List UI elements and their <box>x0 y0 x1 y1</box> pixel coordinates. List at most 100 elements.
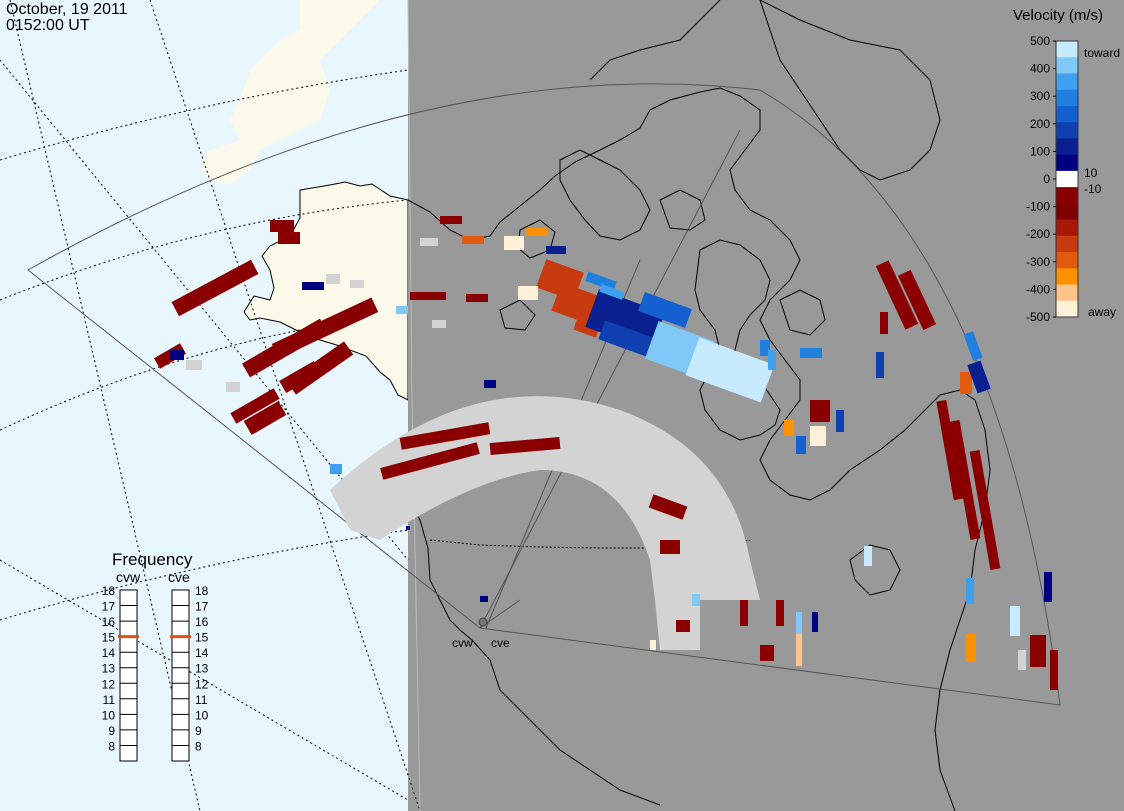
frequency-title: Frequency <box>112 550 193 569</box>
scatter-cell <box>796 436 806 454</box>
velocity-color-bar <box>1055 40 1079 318</box>
velocity-color-step <box>1056 154 1078 172</box>
frequency-ladder-box <box>119 589 138 762</box>
scatter-cell <box>740 600 748 626</box>
frequency-scale-label: 13 <box>195 662 209 676</box>
scatter-cell <box>279 360 321 394</box>
scatter-cell <box>638 292 692 328</box>
frequency-scale-label: 18 <box>102 584 116 598</box>
scatter-cell <box>966 578 974 604</box>
scatter-cell <box>966 634 976 662</box>
velocity-color-step <box>1056 252 1078 269</box>
time-label: 0152:00 UT <box>6 17 90 34</box>
scatter-cell <box>432 320 446 328</box>
velocity-legend: Velocity (m/s) 500 400 300 200 100 0 -100 -200 -… <box>1013 7 1120 324</box>
frequency-scale-label: 8 <box>108 740 115 754</box>
field-of-view-outline <box>27 83 1061 706</box>
lat-lon-grid <box>0 0 421 811</box>
velocity-tick-label: 0 <box>1043 172 1050 186</box>
scatter-cell <box>330 464 342 474</box>
scatter-cell <box>526 228 548 236</box>
scatter-cell <box>1050 650 1058 690</box>
frequency-scale-label: 14 <box>195 646 209 660</box>
scatter-cell <box>230 388 280 424</box>
scatter-cell <box>466 294 488 302</box>
scatter-cell <box>302 282 324 290</box>
scatter-cell <box>226 382 240 392</box>
frequency-scale-label: 17 <box>195 600 209 614</box>
radar-label-east: cve <box>491 636 510 650</box>
scatter-cell <box>380 442 480 480</box>
scatter-cell <box>504 236 524 250</box>
scatter-cell <box>1010 606 1020 636</box>
frequency-scale-label: 11 <box>195 693 208 707</box>
scatter-cell <box>796 630 802 666</box>
scatter-cell <box>396 306 408 314</box>
radar-label-west: cvw <box>452 636 473 650</box>
scatter-cell <box>170 350 184 360</box>
scatter-cell <box>692 594 700 606</box>
velocity-near-zero-upper: 10 <box>1084 166 1098 180</box>
scatter-cell <box>800 348 822 358</box>
velocity-tick-label: 100 <box>1030 144 1050 158</box>
scatter-cell <box>949 420 981 540</box>
scatter-cell <box>660 540 680 554</box>
velocity-color-step <box>1056 57 1078 75</box>
scatter-cell <box>406 526 410 530</box>
scatter-cell <box>776 600 784 626</box>
velocity-tick-label: 300 <box>1030 89 1050 103</box>
scatter-cell <box>518 286 538 300</box>
scatter-cell <box>936 399 964 501</box>
scatter-cell <box>760 645 774 661</box>
scatter-cell <box>1018 650 1026 670</box>
scatter-cell <box>1044 572 1052 602</box>
scatter-cell <box>399 422 491 450</box>
terminator-line <box>407 0 421 811</box>
velocity-tick-label: -200 <box>1026 227 1050 241</box>
frequency-scale-label: 9 <box>195 724 202 738</box>
scatter-cell <box>484 380 496 388</box>
scatter-cell <box>796 612 802 634</box>
velocity-legend-title: Velocity (m/s) <box>1013 7 1103 24</box>
frequency-scale-label: 12 <box>195 677 209 691</box>
velocity-away-label: away <box>1088 305 1116 319</box>
scatter-cell <box>1030 635 1046 667</box>
velocity-color-step <box>1056 268 1078 286</box>
scatter-cell <box>812 612 818 632</box>
velocity-tick-label: 400 <box>1030 62 1050 76</box>
velocity-color-step <box>1056 203 1078 221</box>
velocity-color-step <box>1056 41 1078 58</box>
velocity-color-step <box>1056 105 1078 123</box>
frequency-scale-label: 9 <box>108 724 115 738</box>
scatter-cells <box>154 216 1058 690</box>
velocity-tick-label: -500 <box>1026 310 1050 324</box>
scatter-cell <box>278 232 300 244</box>
frequency-scale-label: 12 <box>102 677 116 691</box>
velocity-near-zero-lower: -10 <box>1084 182 1102 196</box>
velocity-color-step <box>1056 170 1078 188</box>
velocity-color-step <box>1056 219 1078 237</box>
scatter-cell <box>967 360 991 394</box>
frequency-ladder-box <box>171 589 190 762</box>
velocity-tick-label: 500 <box>1030 34 1050 48</box>
scatter-cell <box>410 292 446 300</box>
velocity-tick-label: -100 <box>1026 200 1050 214</box>
velocity-color-step <box>1056 73 1078 91</box>
scatter-cell <box>271 297 379 359</box>
scatter-cell <box>897 269 937 331</box>
velocity-tick-label: -300 <box>1026 255 1050 269</box>
frequency-scale-label: 16 <box>195 615 209 629</box>
scatter-cell <box>650 640 656 650</box>
velocity-tick-label: -400 <box>1026 282 1050 296</box>
scatter-cell <box>598 320 662 360</box>
frequency-scale-label: 16 <box>102 615 116 629</box>
frequency-scale-label: 18 <box>195 584 209 598</box>
frequency-scale-label: 11 <box>103 693 116 707</box>
scatter-cell <box>880 312 888 334</box>
radar-site-marker <box>478 617 488 627</box>
frequency-scale-label: 8 <box>195 740 202 754</box>
scatter-cell <box>875 260 919 330</box>
